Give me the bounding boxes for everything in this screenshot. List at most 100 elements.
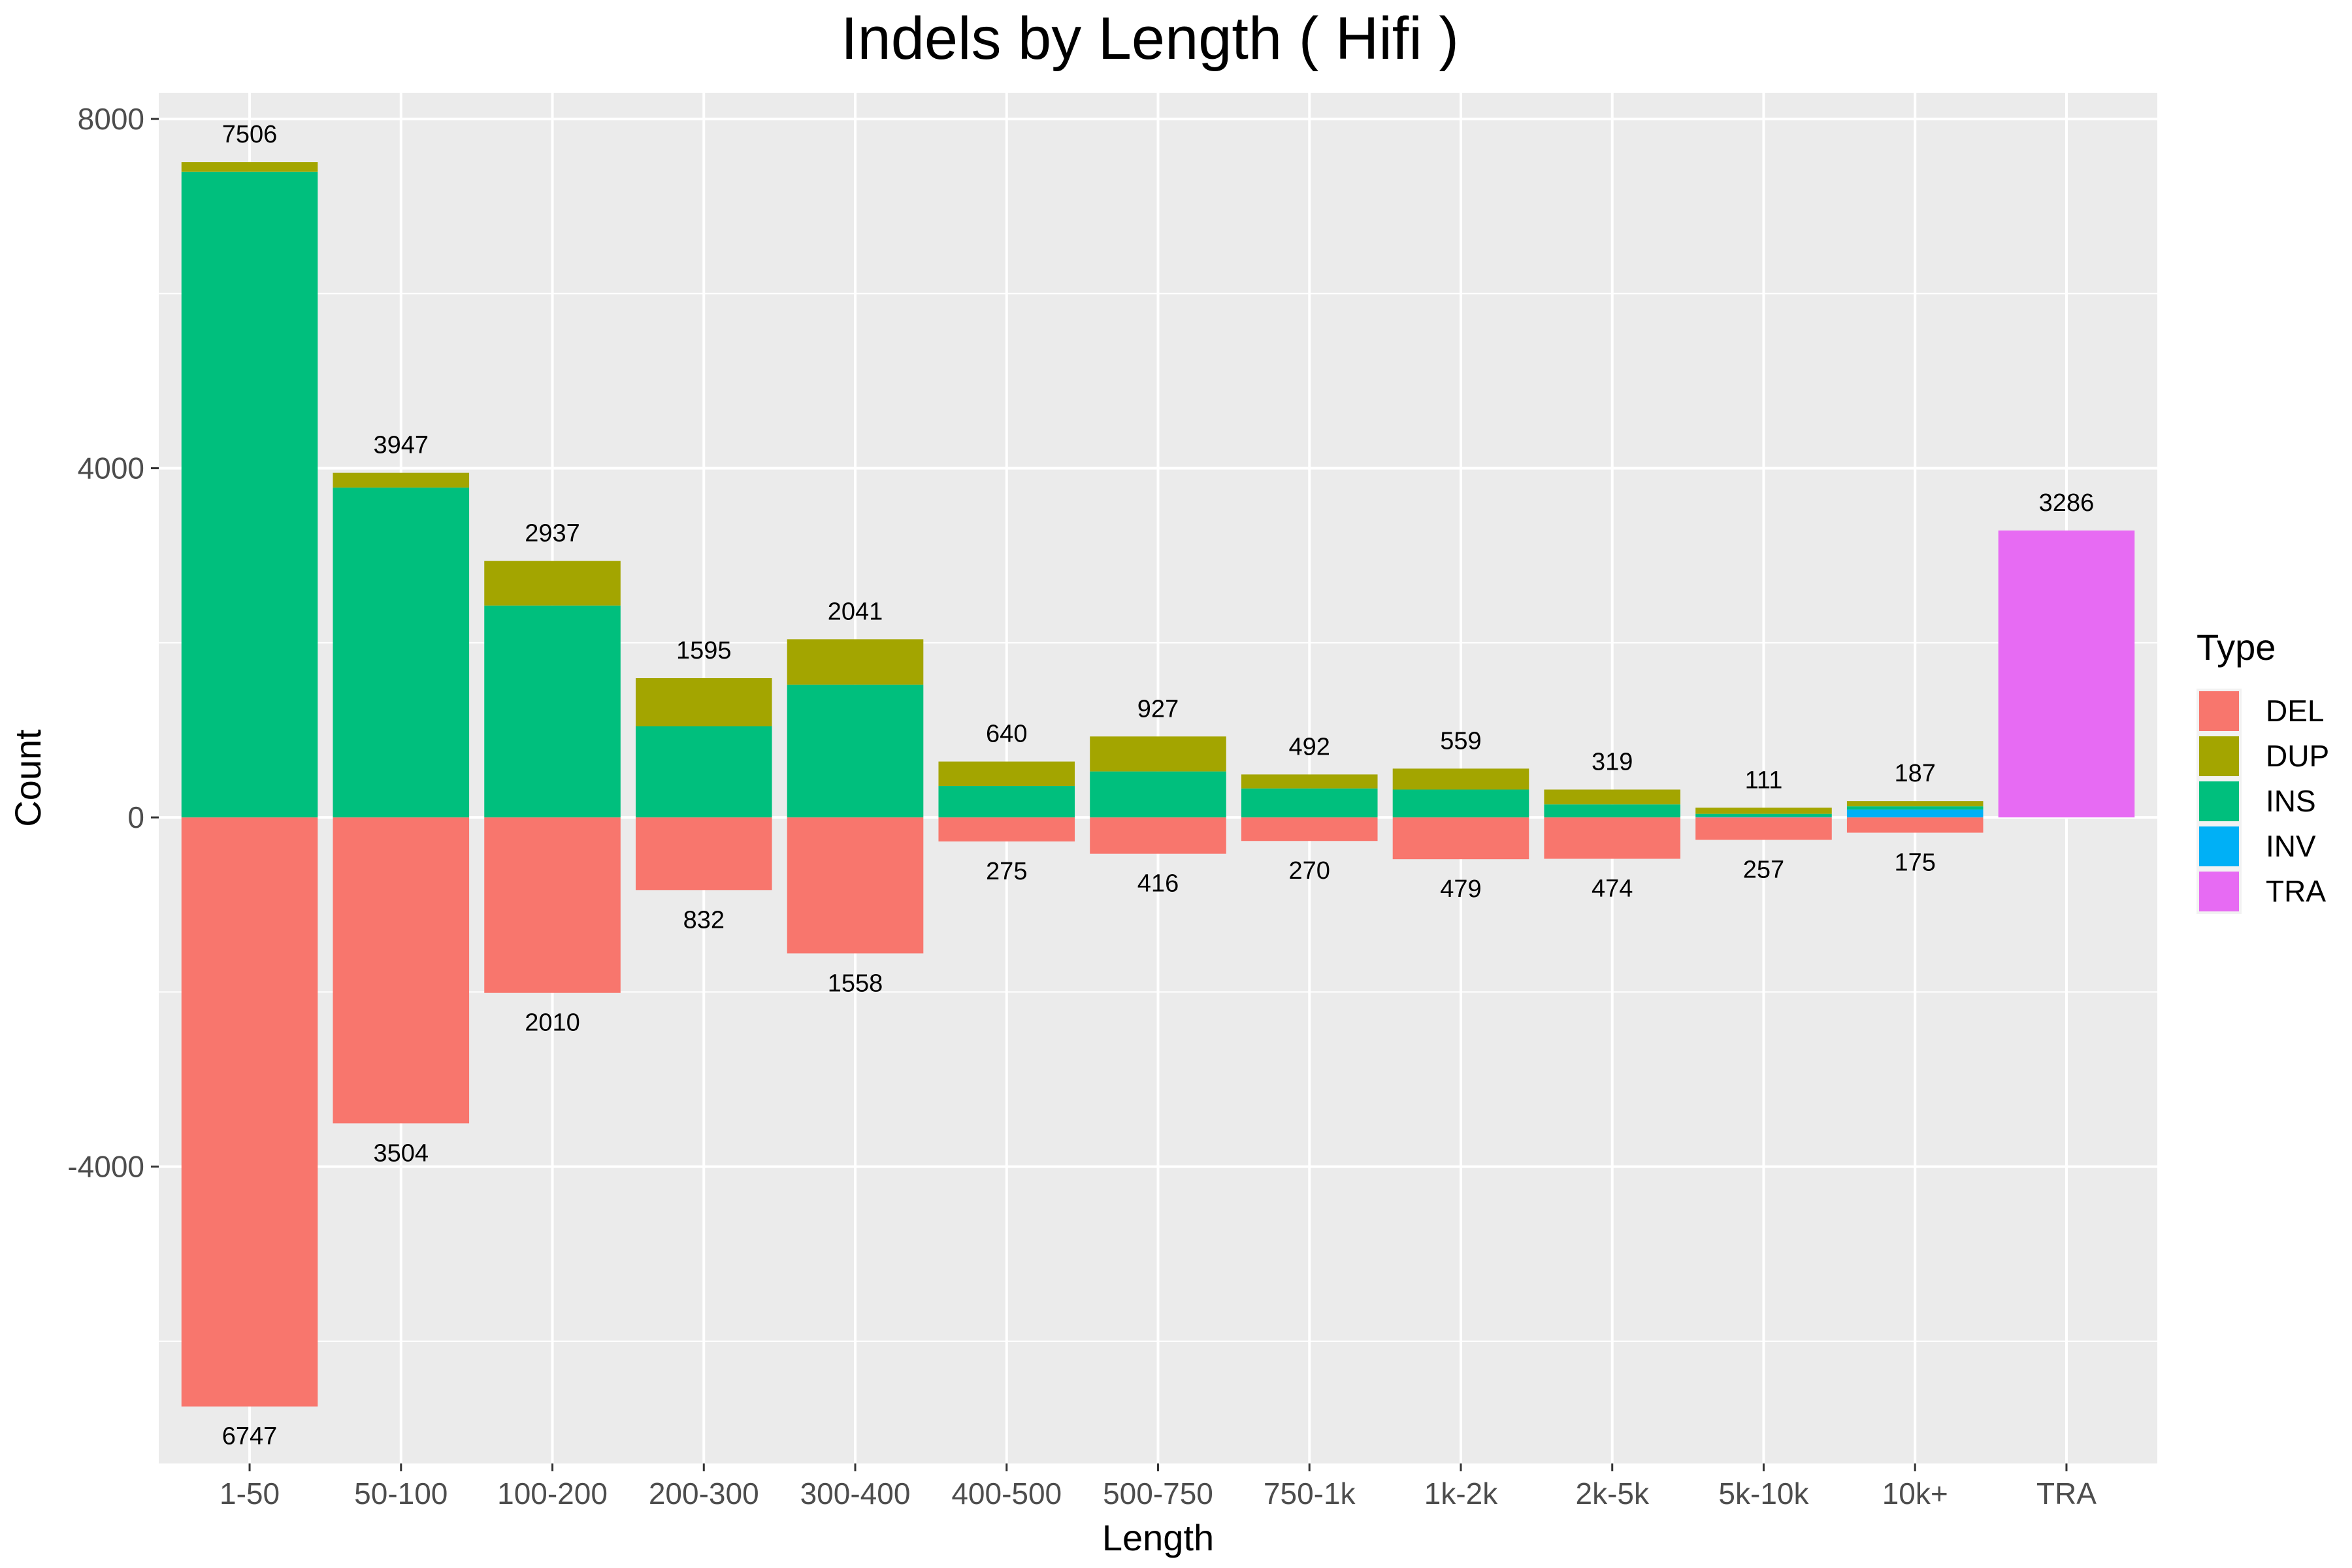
value-label-bottom: 175	[1895, 849, 1936, 877]
bar-ins	[635, 726, 772, 818]
x-tick-label: 1k-2k	[1424, 1477, 1498, 1511]
value-label-top: 3947	[374, 432, 429, 459]
value-label-top: 2937	[525, 520, 580, 547]
bar-del	[1544, 817, 1681, 859]
legend-label-ins: INS	[2266, 784, 2316, 818]
bar-dup	[484, 561, 621, 606]
value-labels: 7506 6747 3947 3504 2937 2010 1595 832 2041 1558 6…	[222, 121, 2094, 1450]
legend-items: DEL DUP INS INV TRA	[2197, 689, 2329, 914]
bar-tra	[1998, 531, 2135, 818]
legend-label-dup: DUP	[2266, 739, 2329, 773]
chart-title: Indels by Length ( Hifi )	[841, 5, 1459, 72]
x-tick-label: 300-400	[800, 1477, 911, 1511]
value-label-bottom: 275	[986, 858, 1027, 885]
y-tick-label: 8000	[78, 102, 144, 136]
y-tick-label: -4000	[67, 1150, 144, 1184]
value-label-bottom: 6747	[222, 1423, 278, 1450]
bar-del	[1695, 817, 1832, 840]
value-label-top: 559	[1440, 727, 1481, 755]
bar-del	[484, 817, 621, 993]
value-label-top: 640	[986, 721, 1027, 748]
bar-del	[1090, 817, 1226, 854]
x-tick-label: 5k-10k	[1718, 1477, 1809, 1511]
bar-ins	[938, 786, 1075, 818]
value-label-bottom: 2010	[525, 1009, 580, 1037]
x-tick-label: 500-750	[1103, 1477, 1213, 1511]
bar-ins	[1846, 806, 1984, 810]
x-tick-label: 1-50	[220, 1477, 280, 1511]
legend-title: Type	[2197, 627, 2276, 668]
value-label-top: 1595	[676, 637, 732, 664]
value-label-bottom: 3504	[374, 1139, 429, 1167]
value-label-top: 927	[1137, 695, 1179, 723]
legend-label-inv: INV	[2266, 829, 2316, 863]
value-label-bottom: 257	[1743, 856, 1784, 883]
bar-dup	[938, 761, 1075, 787]
bar-ins	[1090, 771, 1226, 818]
value-label-bottom: 1558	[828, 970, 883, 997]
bar-dup	[1846, 801, 1984, 807]
value-label-top: 111	[1745, 766, 1783, 794]
value-label-top: 187	[1895, 760, 1936, 787]
bar-inv	[1846, 809, 1984, 818]
legend-label-tra: TRA	[2266, 874, 2326, 908]
bar-ins	[1241, 788, 1378, 818]
bar-dup	[1241, 774, 1378, 789]
bar-dup	[1695, 808, 1832, 814]
bar-dup	[635, 678, 772, 727]
bar-ins	[181, 171, 318, 818]
x-tick-label: 750-1k	[1264, 1477, 1356, 1511]
bar-del	[333, 817, 470, 1124]
x-tick-label: 200-300	[649, 1477, 759, 1511]
bar-del	[1392, 817, 1529, 860]
bar-del	[1241, 817, 1378, 841]
value-label-top: 492	[1289, 733, 1330, 760]
y-axis-title: Count	[7, 729, 48, 827]
value-label-bottom: 832	[683, 906, 725, 934]
bar-dup	[1544, 789, 1681, 805]
bar-ins	[1392, 789, 1529, 818]
value-label-bottom: 479	[1440, 875, 1481, 903]
x-tick-label: 50-100	[354, 1477, 448, 1511]
value-label-top: 7506	[222, 121, 278, 148]
value-label-bottom: 474	[1592, 875, 1633, 902]
legend: Type DEL DUP INS INV TRA	[2197, 627, 2329, 914]
legend-key-inv	[2199, 826, 2239, 866]
x-tick-label: 100-200	[497, 1477, 608, 1511]
bar-ins	[333, 487, 470, 818]
legend-key-dup	[2199, 736, 2239, 776]
x-axis: 1-50 50-100 100-200 200-300 300-400 400-500 50…	[220, 1463, 2097, 1511]
bar-del	[635, 817, 772, 890]
bar-del	[938, 817, 1075, 841]
value-label-top: 2041	[828, 598, 883, 625]
bar-dup	[1392, 768, 1529, 790]
x-tick-label: TRA	[2036, 1477, 2097, 1511]
bars	[181, 162, 2135, 1407]
bar-dup	[333, 472, 470, 488]
x-tick-label: 2k-5k	[1575, 1477, 1649, 1511]
legend-label-del: DEL	[2266, 694, 2324, 728]
bar-del	[181, 817, 318, 1407]
x-tick-label: 400-500	[951, 1477, 1062, 1511]
bar-ins	[484, 605, 621, 818]
legend-key-ins	[2199, 781, 2239, 821]
bar-del	[1846, 817, 1984, 833]
bar-ins	[787, 684, 924, 818]
value-label-bottom: 270	[1289, 857, 1330, 885]
bar-ins	[1544, 804, 1681, 818]
bar-dup	[787, 639, 924, 685]
y-axis: 8000 4000 0 -4000	[67, 102, 159, 1184]
value-label-bottom: 416	[1137, 870, 1179, 898]
x-tick-label: 10k+	[1882, 1477, 1948, 1511]
legend-key-del	[2199, 691, 2239, 731]
bar-del	[787, 817, 924, 954]
bar-ins	[1695, 813, 1832, 817]
value-label-top: 319	[1592, 749, 1633, 776]
y-tick-label: 0	[127, 800, 144, 834]
value-label-top: 3286	[2039, 489, 2095, 517]
x-axis-title: Length	[1102, 1517, 1214, 1558]
bar-dup	[181, 162, 318, 172]
bar-dup	[1090, 736, 1226, 772]
y-tick-label: 4000	[78, 451, 144, 485]
